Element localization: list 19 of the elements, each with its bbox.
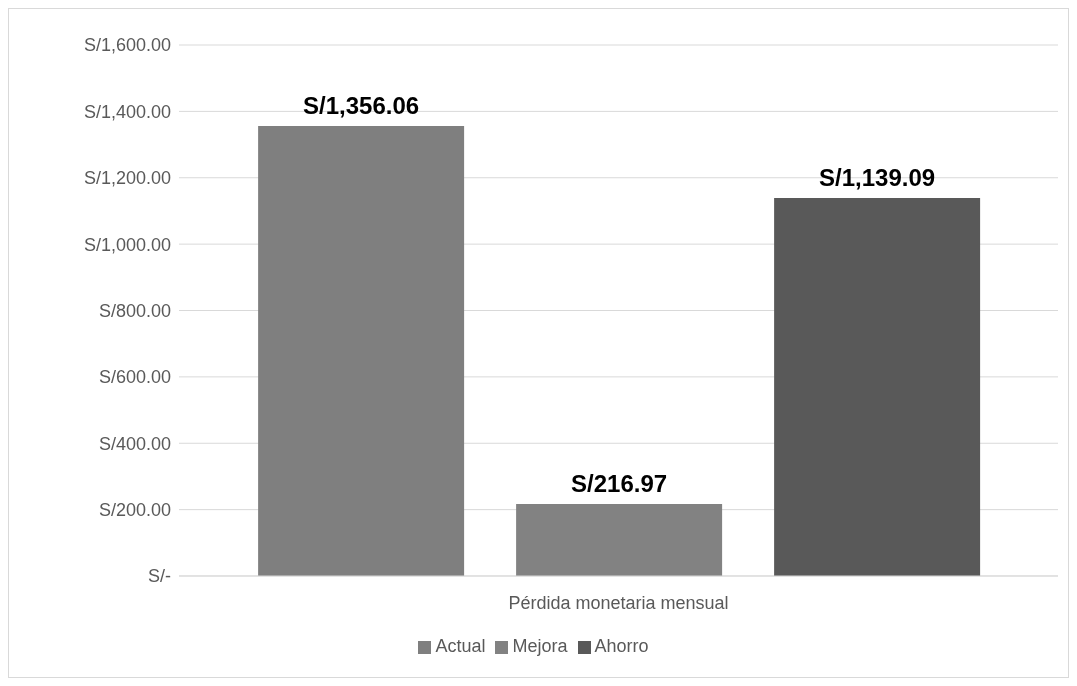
bar [258,125,465,576]
y-tick-label: S/1,200.00 [83,168,171,189]
y-tick-label: S/600.00 [98,367,171,388]
bar [516,503,723,576]
x-tick-label: Pérdida monetaria mensual [508,592,729,613]
y-tick-label: S/1,400.00 [83,101,171,122]
legend-label: Mejora [512,636,568,656]
bar [774,197,981,576]
y-tick-label: S/200.00 [98,500,171,521]
y-tick-label: S/1,600.00 [83,35,171,56]
legend-label: Actual [435,636,486,656]
y-tick-label: S/800.00 [98,300,171,321]
data-label: S/1,356.06 [303,91,420,119]
y-tick-label: S/1,000.00 [83,234,171,255]
data-label: S/216.97 [571,469,668,497]
data-label: S/1,139.09 [819,163,936,191]
y-tick-label: S/- [147,566,171,587]
legend-label: Ahorro [594,636,649,656]
y-tick-label: S/400.00 [98,433,171,454]
